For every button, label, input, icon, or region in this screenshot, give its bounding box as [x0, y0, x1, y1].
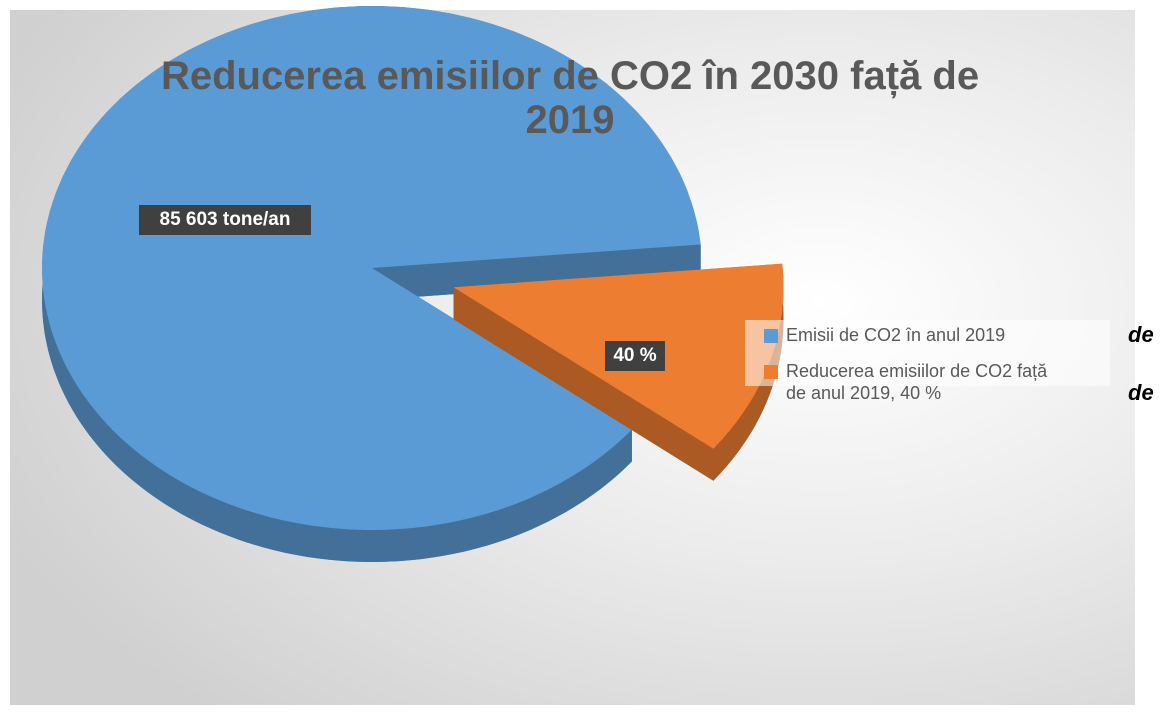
data-label-box — [605, 341, 665, 371]
data-label-box — [139, 205, 311, 235]
data-label: 85 603 tone/an — [160, 209, 291, 230]
slice-edge — [372, 244, 701, 300]
side-text: de — [1128, 380, 1154, 405]
slice-top — [41, 5, 701, 530]
side-text: de — [1128, 322, 1154, 347]
legend: Emisii de CO2 în anul 2019 Reducerea emis… — [764, 325, 1048, 403]
pie-slice — [41, 5, 701, 562]
data-label: 40 % — [613, 345, 656, 366]
legend-label: Reducerea emisiilor de CO2 față de anul 2… — [786, 361, 1048, 403]
legend-label: Emisii de CO2 în anul 2019 — [786, 325, 1005, 345]
legend-swatch — [764, 329, 778, 343]
slice-edge — [453, 287, 714, 481]
legend-swatch — [764, 365, 778, 379]
legend-box — [745, 320, 1110, 386]
chart-title: Reducerea emisiilor de CO2 în 2030 față … — [161, 54, 979, 142]
